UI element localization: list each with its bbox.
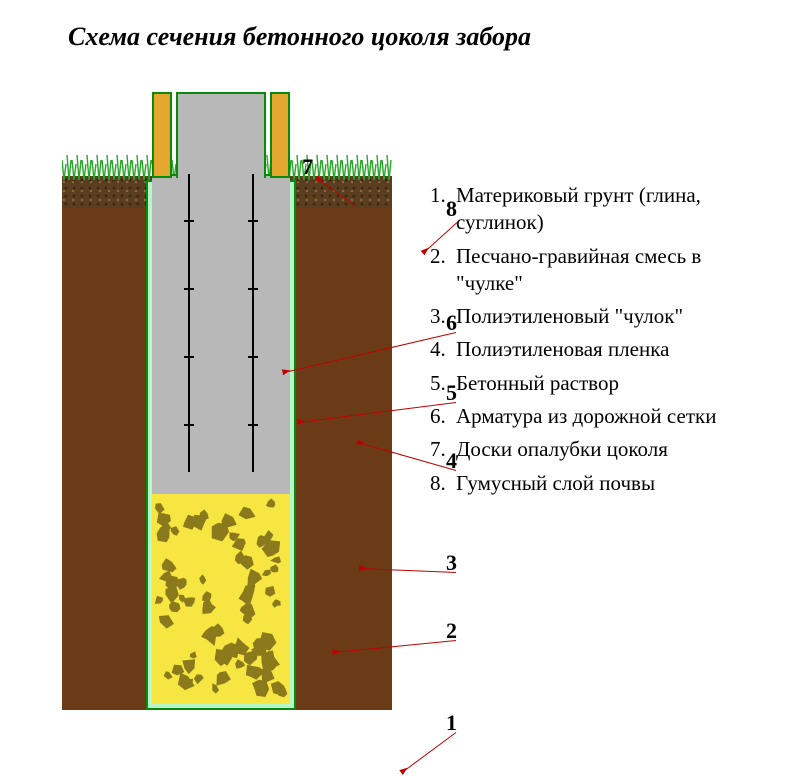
- legend-text: Бетонный раствор: [456, 370, 770, 397]
- layer-concrete-plinth: [176, 92, 266, 178]
- legend-text: Песчано-гравийная смесь в "чулке": [456, 243, 770, 298]
- rebar-tie: [188, 224, 254, 226]
- legend-item-7: 7. Доски опалубки цоколя: [430, 436, 770, 463]
- callout-number: 7: [302, 154, 313, 180]
- layer-gravel: [152, 494, 290, 704]
- legend-item-8: 8. Гумусный слой почвы: [430, 470, 770, 497]
- layer-concrete: [152, 174, 290, 494]
- pit-container: [146, 180, 296, 710]
- board-right: [270, 92, 290, 178]
- legend-num: 7.: [430, 436, 456, 463]
- rebar-tie: [188, 360, 254, 362]
- rebar-tie: [188, 428, 254, 430]
- legend: 1. Материковый грунт (глина, суглинок) 2…: [430, 182, 770, 503]
- legend-text: Материковый грунт (глина, суглинок): [456, 182, 770, 237]
- legend-item-1: 1. Материковый грунт (глина, суглинок): [430, 182, 770, 237]
- legend-item-6: 6. Арматура из дорожной сетки: [430, 403, 770, 430]
- legend-num: 6.: [430, 403, 456, 430]
- legend-num: 5.: [430, 370, 456, 397]
- legend-text: Полиэтиленовая пленка: [456, 336, 770, 363]
- callout-leader: [402, 732, 457, 773]
- board-left: [152, 92, 172, 178]
- legend-num: 1.: [430, 182, 456, 237]
- page-title: Схема сечения бетонного цоколя забора: [68, 22, 531, 52]
- legend-num: 8.: [430, 470, 456, 497]
- legend-text: Арматура из дорожной сетки: [456, 403, 770, 430]
- legend-num: 4.: [430, 336, 456, 363]
- legend-item-5: 5. Бетонный раствор: [430, 370, 770, 397]
- rebar-tie: [188, 292, 254, 294]
- cross-section-diagram: 78654321: [62, 92, 392, 712]
- legend-text: Гумусный слой почвы: [456, 470, 770, 497]
- legend-num: 2.: [430, 243, 456, 298]
- legend-item-3: 3. Полиэтиленовый "чулок": [430, 303, 770, 330]
- legend-item-4: 4. Полиэтиленовая пленка: [430, 336, 770, 363]
- legend-item-2: 2. Песчано-гравийная смесь в "чулке": [430, 243, 770, 298]
- legend-text: Полиэтиленовый "чулок": [456, 303, 770, 330]
- legend-num: 3.: [430, 303, 456, 330]
- legend-text: Доски опалубки цоколя: [456, 436, 770, 463]
